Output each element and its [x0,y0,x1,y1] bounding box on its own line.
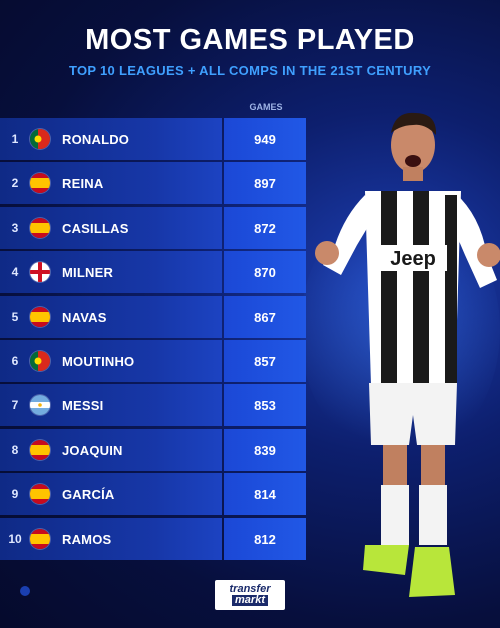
value-bar [224,295,306,338]
value-bar [224,162,306,205]
transfermarkt-logo: transfer markt [215,580,285,610]
player-name: MOUTINHO [62,353,135,369]
ranking-list: 1 RONALDO 949 2 REINA 897 3 CASILLAS 872 4 MILNER 8… [0,118,308,562]
ranking-row: 6 MOUTINHO 857 [0,339,308,382]
rank-number: 5 [11,309,19,324]
player-name: RAMOS [62,531,112,547]
portugal-flag-icon [30,350,50,371]
logo-line-2: markt [232,595,268,606]
ranking-row: 1 RONALDO 949 [0,118,308,160]
value-bar [224,517,306,560]
spain-flag-icon [30,439,50,460]
games-count: 872 [254,220,276,236]
player-photo: Jeep [315,112,500,597]
ranking-row: 3 CASILLAS 872 [0,206,308,249]
page-title: MOST GAMES PLAYED [85,24,415,56]
games-count: 814 [254,487,276,503]
value-bar [224,251,306,294]
jersey-sponsor: Jeep [390,248,436,270]
games-count: 839 [254,442,276,458]
value-bar [224,384,306,427]
argentina-flag-icon [30,395,50,416]
value-bar [224,206,306,249]
spain-flag-icon [30,484,50,505]
games-count: 867 [254,309,276,325]
rank-number: 4 [11,265,19,280]
rank-number: 6 [11,353,19,368]
games-count: 857 [254,353,276,369]
ranking-row: 5 NAVAS 867 [0,295,308,338]
rank-number: 10 [8,531,22,546]
value-bar [224,118,306,160]
page-subtitle: TOP 10 LEAGUES + ALL COMPS IN THE 21ST C… [68,63,432,78]
rank-number: 7 [11,398,19,413]
rank-number: 8 [11,442,19,457]
ranking-row: 9 GARCÍA 814 [0,473,308,516]
ranking-row: 10 RAMOS 812 [0,517,308,560]
portugal-flag-icon [30,129,50,149]
ranking-row: 7 MESSI 853 [0,384,308,427]
games-column-header: GAMES [249,102,283,112]
player-name: REINA [62,176,104,192]
rank-number: 9 [11,487,19,502]
games-count: 812 [254,531,276,547]
value-bar [224,473,306,516]
ranking-row: 2 REINA 897 [0,162,308,205]
ranking-row: 4 MILNER 870 [0,251,308,294]
spain-flag-icon [30,217,50,238]
spain-flag-icon [30,306,50,327]
player-name: MESSI [62,398,104,414]
player-name: NAVAS [62,309,107,325]
player-name: MILNER [62,265,114,281]
player-name: CASILLAS [62,220,129,236]
decorative-dot [20,586,30,596]
rank-number: 1 [11,132,19,146]
logo-line-1: transfer [229,583,271,595]
player-name: JOAQUIN [62,442,123,458]
player-name: RONALDO [62,132,130,147]
rank-number: 2 [11,176,19,191]
rank-number: 3 [11,220,19,235]
spain-flag-icon [30,173,50,194]
games-count: 949 [254,132,276,147]
player-name: GARCÍA [62,487,115,503]
games-count: 870 [254,265,276,281]
games-count: 897 [254,176,276,192]
england-flag-icon [30,262,50,283]
spain-flag-icon [30,528,50,549]
value-bar [224,428,306,471]
games-count: 853 [254,398,276,414]
value-bar [224,339,306,382]
ranking-row: 8 JOAQUIN 839 [0,428,308,471]
